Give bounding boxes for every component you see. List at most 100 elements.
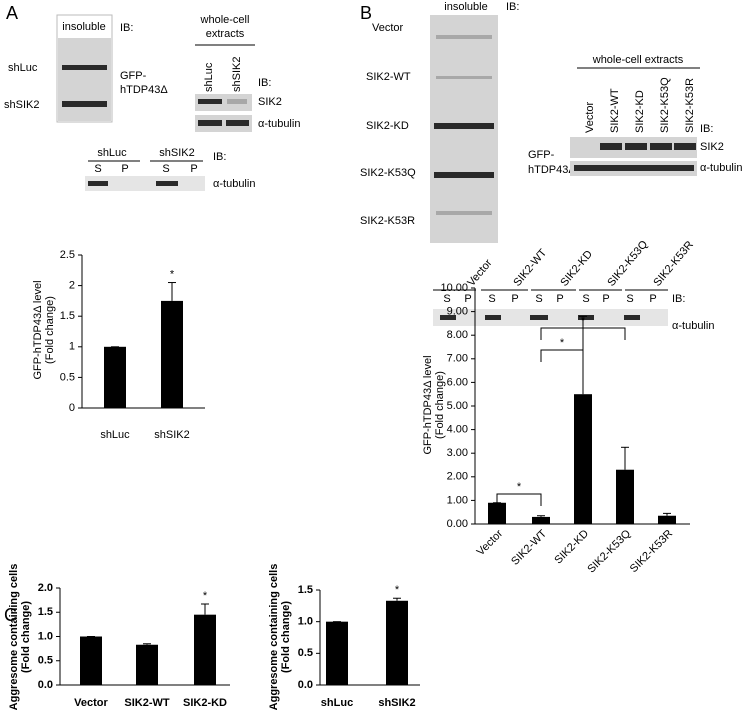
band [485,315,501,320]
group-label: SIK2-KD [558,248,595,289]
band [440,315,456,320]
group-label: shLuc [97,147,127,159]
y-tick-label: 1 [69,341,75,353]
antibody-label: SIK2 [258,96,282,108]
fraction-label: S [94,163,101,175]
group-label: Vector [465,257,494,289]
significance-bracket [496,493,542,506]
antibody-label: α-tubulin [672,320,714,332]
group-label: SIK2-WT [511,247,549,289]
x-tick-label: SIK2-K53R [628,528,675,575]
y-axis-label: GFP-hTDP43Δ level [32,280,44,379]
band [650,143,672,150]
target-label: hTDP43Δ [528,164,576,176]
significance-label: * [517,481,522,493]
bar [80,636,102,685]
x-tick-label: shSIK2 [154,429,189,441]
lane-label: shSIK2 [231,57,243,92]
y-tick-label: 2.5 [60,249,75,261]
y-tick-label: 1.00 [447,494,468,506]
significance-label: * [203,590,208,602]
x-tick-label: Vector [475,527,506,558]
row-label: SIK2-KD [366,120,409,132]
lane-label: SIK2-WT [609,88,621,133]
target-label: GFP- [528,149,555,161]
antibody-label: SIK2 [700,141,724,153]
lane-label: SIK2-K53R [684,78,696,133]
y-tick-label: 7.00 [447,353,468,365]
band [198,120,222,126]
extracts-label: whole-cell extracts [592,54,684,66]
antibody-label: α-tubulin [213,178,255,190]
fraction-label: S [488,293,495,305]
bar [104,346,126,408]
extracts-label: whole-cell [200,14,250,26]
x-tick-label: shLuc [321,697,353,709]
x-tick-label: shSIK2 [378,697,415,709]
panel-label: C [4,605,17,625]
x-tick-label: SIK2-WT [509,528,549,568]
y-tick-label: 10.00 [440,282,468,294]
row-label: shSIK2 [4,99,39,111]
blot [195,115,252,132]
y-axis-label: (Fold change) [20,601,32,673]
y-tick-label: 8.00 [447,329,468,341]
lane-label: shLuc [203,62,215,92]
fraction-label: P [121,163,128,175]
row-label: shLuc [8,62,38,74]
bar [194,614,216,685]
y-axis-label: GFP-hTDP43Δ level [422,355,434,454]
fraction-label: S [582,293,589,305]
lane-label: SIK2-KD [634,90,646,133]
blot-title: insoluble [62,21,105,33]
y-axis-label: (Fold change) [280,601,292,673]
lane-label: Vector [584,101,596,133]
panel-label: B [360,3,372,23]
bar [616,469,634,524]
ib-label: IB: [120,22,133,34]
blot [85,176,205,191]
ib-label: IB: [672,293,685,305]
fraction-label: P [464,293,471,305]
y-tick-label: 5.00 [447,400,468,412]
y-tick-label: 1.0 [38,630,53,642]
band [226,120,249,126]
bar [386,600,408,685]
band [436,76,492,79]
band [198,99,222,104]
row-label: Vector [372,22,404,34]
fraction-label: S [162,163,169,175]
band [574,165,694,171]
x-tick-label: SIK2-K53Q [585,527,633,575]
fraction-label: P [556,293,563,305]
antibody-label: α-tubulin [700,162,742,174]
group-label: SIK2-K53R [651,239,696,289]
significance-label: * [560,337,565,349]
y-tick-label: 9.00 [447,306,468,318]
x-tick-label: SIK2-WT [124,697,170,709]
significance-bracket [540,327,626,340]
y-tick-label: 1.5 [38,606,53,618]
band [625,143,647,150]
y-tick-label: 1.5 [60,310,75,322]
y-tick-label: 1.0 [298,616,313,628]
band [600,143,622,150]
row-label: SIK2-K53Q [360,167,416,179]
significance-label: * [581,315,586,327]
y-tick-label: 0.00 [447,518,468,530]
blot [433,309,668,326]
fraction-label: P [649,293,656,305]
y-tick-label: 2 [69,280,75,292]
bar [532,516,550,524]
band [530,315,548,320]
y-tick-label: 0.5 [38,655,53,667]
group-label: SIK2-K53Q [605,238,650,289]
fraction-label: P [190,163,197,175]
band [434,123,494,129]
target-label: GFP- [120,70,147,82]
blot [195,94,252,111]
group-label: shSIK2 [159,147,194,159]
y-tick-label: 3.00 [447,447,468,459]
y-tick-label: 0.0 [38,679,53,691]
